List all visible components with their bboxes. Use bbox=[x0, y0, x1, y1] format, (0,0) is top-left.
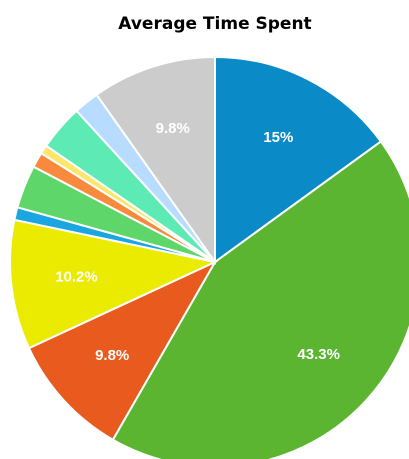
data-label: 43.3% bbox=[297, 346, 340, 363]
data-label: 10.2% bbox=[55, 269, 98, 286]
chart-title: Average Time Spent bbox=[118, 14, 311, 34]
data-label: 9.8% bbox=[156, 120, 190, 137]
pie-slice bbox=[214, 55, 383, 264]
pie-slice bbox=[27, 259, 218, 442]
pie-slice bbox=[111, 140, 409, 459]
data-label: 9.8% bbox=[95, 347, 129, 364]
data-label: 15% bbox=[263, 129, 293, 146]
pie-slice bbox=[95, 55, 216, 266]
